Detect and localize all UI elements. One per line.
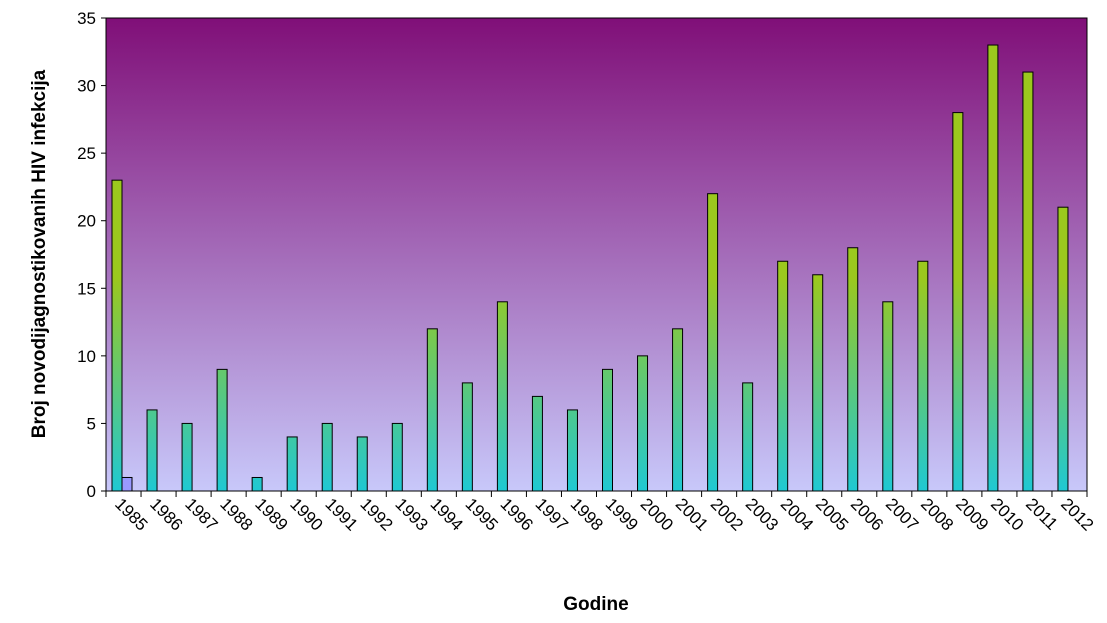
- x-tick-label: 1996: [497, 494, 537, 534]
- y-tick-label: 35: [77, 9, 96, 28]
- bar-2012: [1057, 206, 1069, 492]
- y-tick-label: 0: [87, 482, 96, 501]
- x-tick-label: 1985: [111, 494, 151, 534]
- x-tick-label: 1986: [146, 494, 186, 534]
- x-tick-label: 1995: [462, 494, 502, 534]
- bar-1987: [181, 422, 193, 492]
- x-tick-label: 1994: [426, 494, 466, 534]
- bar-1989: [251, 476, 263, 492]
- bar-1985-series2: [121, 476, 133, 492]
- bar-1992: [356, 436, 368, 492]
- x-tick-label: 1993: [391, 494, 431, 534]
- bars-layer: [111, 44, 1069, 492]
- x-tick-label: 1989: [251, 494, 291, 534]
- bar-2000: [637, 355, 649, 492]
- bar-2011: [1022, 71, 1034, 492]
- bar-2010: [987, 44, 999, 492]
- bar-2008: [917, 260, 929, 492]
- bar-1998: [566, 409, 578, 492]
- x-tick-label: 1999: [602, 494, 642, 534]
- x-tick-label: 2003: [742, 494, 782, 534]
- bar-2002: [707, 193, 719, 492]
- bar-2003: [742, 382, 754, 492]
- bar-2004: [777, 260, 789, 492]
- bar-2007: [882, 301, 894, 492]
- plot-area: [105, 17, 1088, 492]
- bar-1986: [146, 409, 158, 492]
- x-axis-title: Godine: [563, 594, 628, 615]
- y-tick-label: 30: [77, 77, 96, 96]
- x-tick-label: 2004: [777, 494, 817, 534]
- bar-2009: [952, 112, 964, 492]
- bar-1999: [602, 368, 613, 492]
- bar-1996: [496, 301, 508, 492]
- bar-1997: [531, 395, 543, 492]
- x-tick-label: 2010: [987, 494, 1027, 534]
- x-tick-label: 2005: [812, 494, 852, 534]
- y-tick-label: 15: [77, 279, 96, 298]
- y-tick-label: 10: [77, 347, 96, 366]
- y-tick-label: 25: [77, 144, 96, 163]
- y-axis-title: Broj novodijagnostikovanih HIV infekcija: [29, 69, 50, 438]
- x-tick-label: 2011: [1022, 494, 1061, 533]
- x-tick-label: 1991: [321, 494, 361, 534]
- y-tick-label: 5: [87, 414, 96, 433]
- x-tick-label: 2009: [952, 494, 992, 534]
- x-tick-label: 2000: [637, 494, 677, 534]
- x-tick-label: 2001: [672, 494, 712, 534]
- x-tick-label: 2012: [1057, 494, 1097, 534]
- x-tick-label: 1990: [286, 494, 326, 534]
- x-tick-label: 2007: [882, 494, 922, 534]
- y-tick-label: 20: [77, 212, 96, 231]
- bar-1994: [426, 328, 438, 492]
- x-tick-label: 1987: [181, 494, 221, 534]
- x-tick-label: 1992: [356, 494, 396, 534]
- bar-2006: [847, 247, 859, 492]
- x-tick-label: 1988: [216, 494, 256, 534]
- x-tick-label: 2002: [707, 494, 747, 534]
- bar-2005: [812, 274, 824, 492]
- bar-1985: [111, 179, 123, 492]
- x-tick-label: 2008: [917, 494, 957, 534]
- bar-2001: [672, 328, 684, 492]
- x-tick-label: 1998: [567, 494, 607, 534]
- bar-1993: [391, 422, 403, 492]
- bar-1991: [321, 422, 333, 492]
- bar-1988: [216, 368, 228, 492]
- bar-1995: [461, 382, 473, 492]
- x-tick-label: 1997: [532, 494, 572, 534]
- x-tick-label: 2006: [847, 494, 887, 534]
- bar-1990: [286, 436, 298, 492]
